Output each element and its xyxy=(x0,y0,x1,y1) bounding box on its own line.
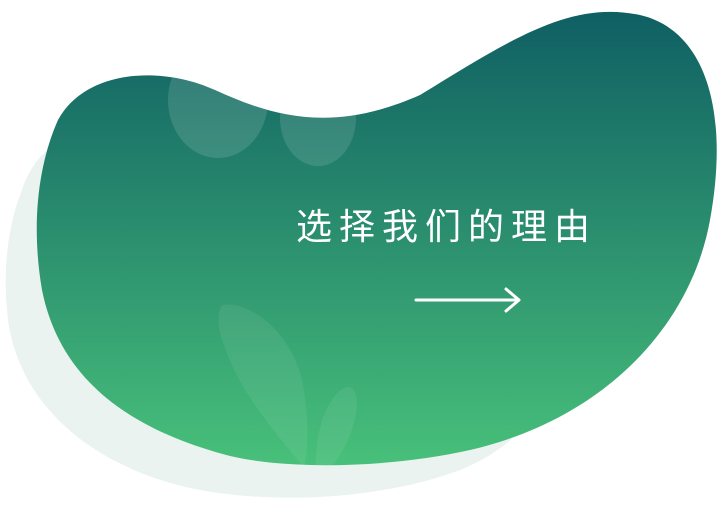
reasons-link[interactable]: 选择我们的理由 xyxy=(280,202,660,332)
long-arrow-right-icon xyxy=(414,287,521,313)
decor-circle-large xyxy=(168,42,268,158)
leaf-large-icon xyxy=(218,304,308,466)
main-blob xyxy=(36,11,717,466)
reasons-title: 选择我们的理由 xyxy=(296,207,598,248)
leaf-small-icon xyxy=(315,387,357,466)
decor-circle-small xyxy=(280,70,356,166)
